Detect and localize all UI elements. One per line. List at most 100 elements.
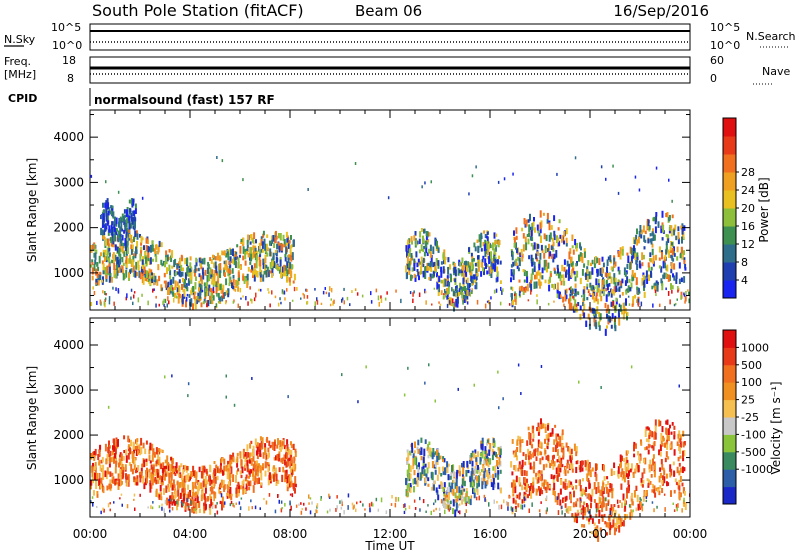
echo-cell <box>437 494 440 501</box>
echo-cell <box>497 370 499 374</box>
echo-cell <box>535 243 538 250</box>
echo-cell <box>648 434 651 440</box>
echo-cell <box>476 486 478 492</box>
echo-cell <box>509 495 511 499</box>
echo-cell <box>128 220 131 228</box>
echo-cell <box>473 492 476 499</box>
echo-cell <box>464 267 467 273</box>
echo-cell <box>283 239 286 247</box>
echo-cell <box>309 510 312 515</box>
echo-cell <box>207 300 210 307</box>
echo-cell <box>156 459 159 464</box>
echo-cell <box>259 253 262 257</box>
echo-cell <box>679 253 682 259</box>
echo-cell <box>220 295 223 298</box>
echo-cell <box>120 266 123 273</box>
echo-cell <box>172 276 175 284</box>
echo-cell <box>182 502 184 507</box>
echo-cell <box>542 423 545 429</box>
echo-cell <box>230 493 233 501</box>
echo-cell <box>470 453 473 458</box>
echo-cell <box>256 460 258 464</box>
echo-cell <box>260 482 262 486</box>
echo-cell <box>442 266 445 274</box>
colorbar-segment <box>723 382 736 401</box>
echo-cell <box>556 282 559 291</box>
echo-cell <box>638 288 640 292</box>
echo-cell <box>436 449 438 458</box>
echo-cell <box>638 291 641 294</box>
echo-cell <box>683 503 685 507</box>
echo-cell <box>561 464 564 468</box>
echo-cell <box>583 489 586 495</box>
echo-cell <box>278 440 280 445</box>
echo-cell <box>193 294 196 299</box>
echo-cell <box>661 252 663 260</box>
echo-cell <box>121 246 124 254</box>
echo-cell <box>529 462 532 470</box>
echo-cell <box>223 250 226 256</box>
echo-cell <box>470 473 473 481</box>
echo-cell <box>539 222 542 230</box>
echo-cell <box>564 295 567 302</box>
echo-cell <box>521 253 524 259</box>
echo-cell <box>486 236 489 244</box>
echo-cell <box>108 266 111 274</box>
echo-cell <box>466 265 469 272</box>
echo-cell <box>211 502 214 508</box>
echo-cell <box>560 446 563 453</box>
echo-cell <box>152 501 154 504</box>
echo-cell <box>114 270 117 277</box>
echo-cell <box>265 463 268 468</box>
date-label: 16/Sep/2016 <box>613 2 709 20</box>
echo-cell <box>684 502 687 511</box>
echo-cell <box>547 424 549 431</box>
echo-cell <box>132 255 135 263</box>
echo-cell <box>218 468 221 474</box>
echo-cell <box>157 452 160 459</box>
echo-cell <box>583 293 586 301</box>
echo-cell <box>532 477 535 486</box>
echo-cell <box>209 481 212 486</box>
echo-cell <box>558 441 561 447</box>
echo-cell <box>570 286 572 290</box>
echo-cell <box>118 248 121 256</box>
echo-cell <box>457 504 460 508</box>
echo-cell <box>618 317 621 326</box>
echo-cell <box>678 470 681 476</box>
echo-cell <box>571 261 574 266</box>
echo-cell <box>275 455 277 461</box>
echo-cell <box>538 263 541 271</box>
echo-cell <box>537 439 540 448</box>
echo-cell <box>244 251 247 260</box>
echo-cell <box>552 248 555 252</box>
echo-cell <box>165 465 168 469</box>
echo-cell <box>565 495 568 501</box>
echo-cell <box>683 487 685 492</box>
echo-cell <box>150 473 153 481</box>
echo-cell <box>179 482 182 488</box>
echo-cell <box>171 501 174 506</box>
echo-cell <box>294 476 297 485</box>
echo-cell <box>114 467 117 474</box>
velocity-scatter <box>90 363 691 542</box>
echo-cell <box>198 508 201 514</box>
echo-cell <box>176 263 179 269</box>
colorbar-segment <box>723 469 736 488</box>
echo-cell <box>253 460 256 469</box>
echo-cell <box>571 468 574 473</box>
echo-cell <box>557 227 560 231</box>
echo-cell <box>626 487 629 494</box>
echo-cell <box>119 248 122 252</box>
echo-cell <box>659 451 662 457</box>
echo-cell <box>645 492 648 497</box>
echo-cell <box>618 286 621 292</box>
echo-cell <box>208 276 211 282</box>
echo-cell <box>146 270 148 278</box>
echo-cell <box>664 507 666 512</box>
echo-cell <box>586 459 589 465</box>
echo-cell <box>442 252 445 261</box>
echo-cell <box>677 433 680 439</box>
echo-cell <box>562 274 565 282</box>
echo-cell <box>198 273 201 278</box>
